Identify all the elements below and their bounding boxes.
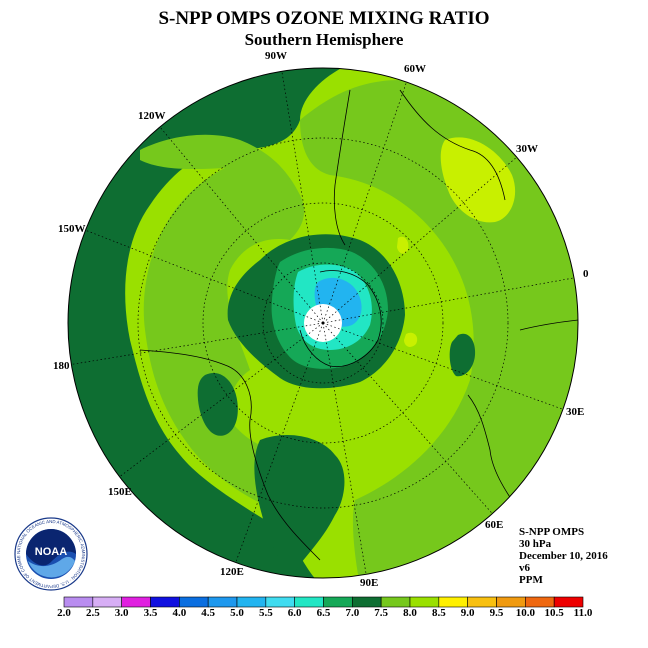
colorbar-swatch — [294, 596, 324, 608]
map-subtitle: Southern Hemisphere — [244, 30, 404, 49]
colorbar-swatch — [150, 596, 180, 608]
lon-label-90e: 90E — [360, 577, 379, 589]
lon-label-120e: 120E — [220, 566, 244, 578]
lon-label-30e: 30E — [566, 406, 585, 418]
colorbar — [63, 596, 584, 608]
colorbar-swatch — [438, 596, 468, 608]
colorbar-swatch — [265, 596, 295, 608]
colorbar-tick-label: 8.5 — [431, 607, 446, 619]
colorbar-tick-label: 4.5 — [201, 607, 216, 619]
info-units: PPM — [519, 574, 543, 586]
zone-7.5-8.0-mid — [300, 80, 578, 578]
colorbar-tick-label: 5.0 — [230, 607, 244, 619]
graticule — [68, 68, 578, 578]
lon-label-90w: 90W — [265, 50, 287, 62]
colorbar-tick-label: 9.0 — [460, 607, 475, 619]
noaa-logo-text: NOAA — [35, 546, 67, 558]
zone-8.0-8.5-small — [397, 236, 409, 254]
colorbar-swatch — [380, 596, 411, 608]
colorbar-swatch — [525, 596, 555, 608]
colorbar-tick-label: 4.0 — [172, 607, 187, 619]
map-boundary — [67, 67, 579, 579]
colorbar-tick-label: 10.5 — [544, 607, 564, 619]
colorbar-tick-label: 6.0 — [287, 607, 302, 619]
lon-label-60e: 60E — [485, 519, 504, 531]
zone-8.0-8.5-30w — [440, 137, 516, 223]
colorbar-tick-label: 7.5 — [374, 607, 389, 619]
colorbar-swatch — [63, 596, 94, 608]
colorbar-swatch — [236, 596, 267, 608]
lon-label-150e: 150E — [108, 486, 132, 498]
map-title: S-NPP OMPS OZONE MIXING RATIO — [158, 8, 490, 29]
colorbar-swatch — [179, 596, 209, 608]
zone-7.5-8.0-pacific — [140, 134, 305, 510]
lon-label-120w: 120W — [138, 110, 166, 122]
colorbar-tick-label: 3.5 — [143, 607, 158, 619]
info-version: v6 — [519, 562, 530, 574]
colorbar-tick-label: 7.0 — [345, 607, 360, 619]
colorbar-swatch — [553, 596, 584, 608]
lon-label-180: 180 — [53, 360, 70, 372]
colorbar-swatch — [323, 596, 353, 608]
colorbar-tick-label: 2.5 — [85, 607, 100, 619]
south-pole-marker — [321, 321, 325, 325]
info-level: 30 hPa — [519, 538, 552, 550]
zone-8.0-8.5-small2 — [404, 332, 418, 347]
zone-7.0-7.5-90e — [254, 435, 345, 578]
colorbar-tick-label: 10.0 — [515, 607, 535, 619]
colorbar-tick-label: 9.5 — [489, 607, 504, 619]
info-instrument: S-NPP OMPS — [519, 526, 585, 538]
lon-label-0: 0 — [583, 268, 589, 280]
colorbar-tick-label: 2.0 — [57, 607, 71, 619]
zone-7.0-7.5-outer — [68, 68, 360, 578]
lon-label-60w: 60W — [404, 63, 426, 75]
colorbar-swatch — [92, 596, 122, 608]
noaa-logo: NOAA NATIONAL OCEANIC AND ATMOSPHERIC AD… — [14, 517, 88, 591]
colorbar-swatch — [496, 596, 526, 608]
lon-label-30w: 30W — [516, 143, 538, 155]
colorbar-swatch — [121, 596, 151, 608]
zone-7.0-7.5-150e — [197, 372, 238, 436]
colorbar-swatch — [467, 596, 497, 608]
colorbar-tick-label: 8.0 — [403, 607, 417, 619]
colorbar-tick-label: 3.0 — [114, 607, 129, 619]
colorbar-swatch — [207, 596, 238, 608]
zone-7.0-7.5-60e — [449, 333, 476, 377]
colorbar-tick-label: 6.5 — [316, 607, 331, 619]
colorbar-swatch — [409, 596, 440, 608]
info-date: December 10, 2016 — [519, 550, 608, 562]
coastlines — [139, 89, 578, 561]
colorbar-swatch — [352, 596, 382, 608]
ozone-map — [67, 67, 579, 579]
colorbar-tick-label: 11.0 — [573, 607, 593, 619]
colorbar-tick-label: 5.5 — [258, 607, 273, 619]
lon-label-150w: 150W — [58, 223, 86, 235]
